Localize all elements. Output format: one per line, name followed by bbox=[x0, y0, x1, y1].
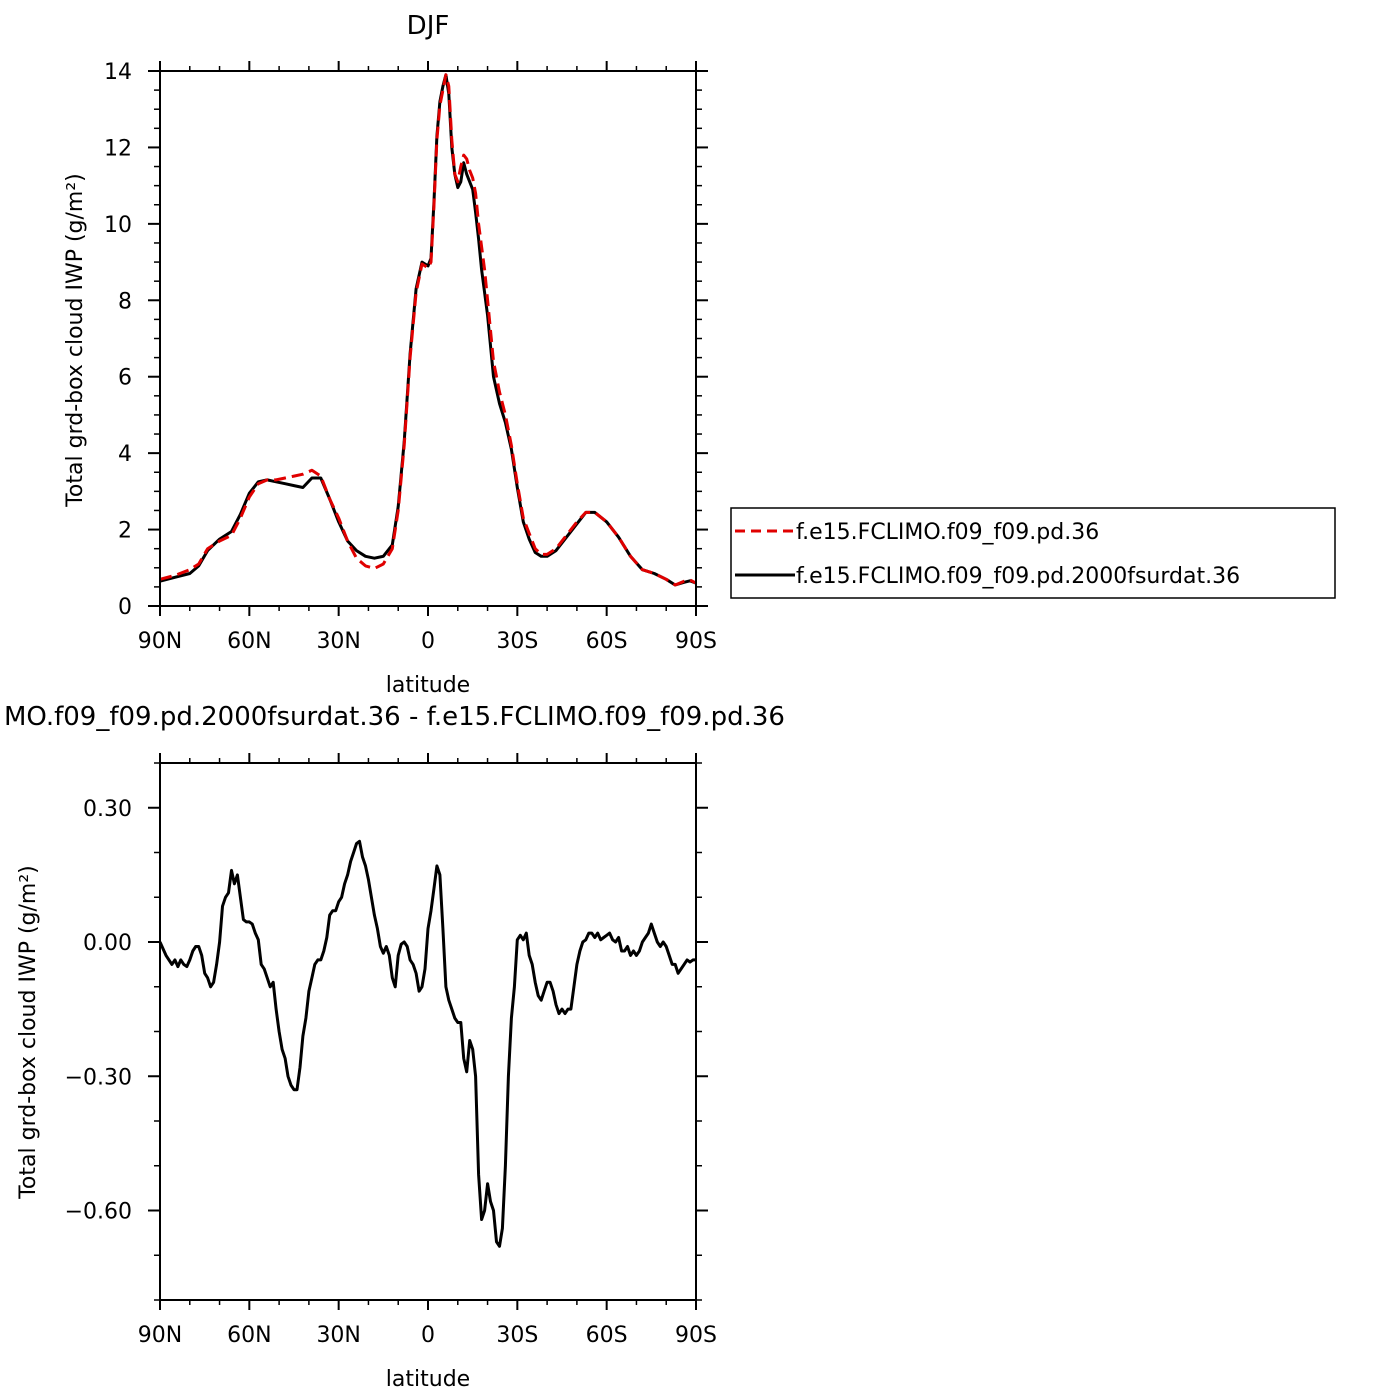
bottom-xtick-label: 60N bbox=[227, 1323, 271, 1348]
top-ytick-label: 4 bbox=[118, 442, 132, 467]
bottom-chart-series bbox=[158, 839, 696, 1248]
top-xtick-label: 60S bbox=[586, 629, 628, 654]
legend: f.e15.FCLIMO.f09_f09.pd.36 f.e15.FCLIMO.… bbox=[730, 507, 1336, 599]
bottom-ytick-label: −0.60 bbox=[65, 1200, 132, 1225]
bottom-series-line-0 bbox=[158, 839, 696, 1248]
top-ytick-label: 14 bbox=[104, 60, 132, 85]
top-chart-frame bbox=[159, 70, 697, 607]
top-chart-xlabel: latitude bbox=[386, 673, 470, 698]
bottom-chart: MO.f09_f09.pd.2000fsurdat.36 - f.e15.FCL… bbox=[4, 702, 785, 1392]
bottom-chart-title: MO.f09_f09.pd.2000fsurdat.36 - f.e15.FCL… bbox=[4, 702, 785, 732]
bottom-ytick-label: −0.30 bbox=[65, 1065, 132, 1090]
top-ytick-label: 8 bbox=[118, 289, 132, 314]
bottom-xtick-label: 60S bbox=[586, 1323, 628, 1348]
bottom-xtick-label: 0 bbox=[421, 1323, 435, 1348]
top-xtick-label: 60N bbox=[227, 629, 271, 654]
legend-label-pd36: f.e15.FCLIMO.f09_f09.pd.36 bbox=[796, 520, 1099, 545]
bottom-ytick-label: 0.00 bbox=[83, 931, 132, 956]
legend-box bbox=[730, 507, 1336, 599]
top-chart-series bbox=[159, 73, 697, 587]
bottom-chart-ticks: 90N 60N 30N 0 30S 60S 90S −0.60 −0.30 0.00 0.30 bbox=[65, 753, 717, 1348]
top-chart-ticks: 90N 60N 30N 0 30S 60S 90S 0 2 4 6 8 10 12 14 bbox=[104, 60, 717, 654]
bottom-chart-xlabel: latitude bbox=[386, 1367, 470, 1392]
top-xtick-label: 0 bbox=[421, 629, 435, 654]
top-ytick-label: 12 bbox=[104, 136, 132, 161]
top-ytick-label: 0 bbox=[118, 595, 132, 620]
top-series-line-1 bbox=[159, 73, 697, 587]
bottom-xtick-label: 30S bbox=[496, 1323, 538, 1348]
top-xtick-label: 30S bbox=[496, 629, 538, 654]
bottom-chart-frame bbox=[159, 762, 697, 1301]
top-xtick-label: 30N bbox=[316, 629, 360, 654]
top-ytick-label: 10 bbox=[104, 213, 132, 238]
bottom-ytick-label: 0.30 bbox=[83, 797, 132, 822]
top-chart: DJF Total grd-box cloud IWP (g/m²) latit… bbox=[63, 11, 717, 698]
top-xtick-label: 90N bbox=[138, 629, 182, 654]
bottom-xtick-label: 90N bbox=[138, 1323, 182, 1348]
bottom-xtick-label: 30N bbox=[316, 1323, 360, 1348]
bottom-chart-ylabel: Total grd-box cloud IWP (g/m²) bbox=[16, 865, 41, 1200]
top-chart-ylabel: Total grd-box cloud IWP (g/m²) bbox=[63, 173, 88, 508]
top-xtick-label: 90S bbox=[675, 629, 717, 654]
bottom-xtick-label: 90S bbox=[675, 1323, 717, 1348]
top-ytick-label: 2 bbox=[118, 519, 132, 544]
top-ytick-label: 6 bbox=[118, 366, 132, 391]
top-chart-title: DJF bbox=[407, 11, 450, 41]
legend-label-pd2000: f.e15.FCLIMO.f09_f09.pd.2000fsurdat.36 bbox=[796, 564, 1240, 589]
top-series-line-0 bbox=[159, 73, 697, 587]
